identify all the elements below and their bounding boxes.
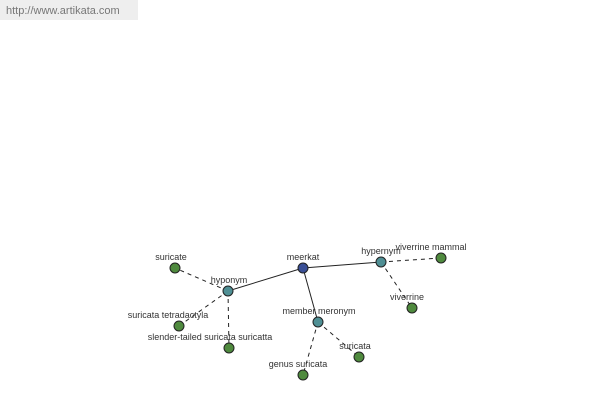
node-label: viverrine xyxy=(390,292,424,302)
edge xyxy=(302,261,382,269)
node-label: slender-tailed suricata suricatta xyxy=(148,332,273,342)
url[interactable]: http://www.artikata.com xyxy=(6,5,120,17)
node[interactable] xyxy=(406,302,418,314)
node[interactable] xyxy=(222,285,234,297)
node-label: suricata xyxy=(339,341,371,351)
edge xyxy=(227,290,230,349)
node[interactable] xyxy=(169,262,181,274)
node-label: member meronym xyxy=(282,306,355,316)
node-label: hyponym xyxy=(211,275,248,285)
url-box xyxy=(0,0,138,20)
edge xyxy=(302,321,319,376)
edge xyxy=(302,267,319,323)
node[interactable] xyxy=(312,316,324,328)
node[interactable] xyxy=(435,252,447,264)
node-label: suricate xyxy=(155,252,187,262)
node-label: suricata tetradactyla xyxy=(128,310,209,320)
node-label: hypernym xyxy=(361,246,401,256)
node[interactable] xyxy=(297,262,309,274)
edge xyxy=(227,267,304,292)
node[interactable] xyxy=(297,369,309,381)
edge xyxy=(178,290,229,327)
node-label: viverrine mammal xyxy=(395,242,466,252)
edge xyxy=(380,257,442,263)
node-label: meerkat xyxy=(287,252,320,262)
edge xyxy=(380,261,413,309)
node[interactable] xyxy=(223,342,235,354)
edge xyxy=(317,321,360,358)
edges xyxy=(174,257,442,376)
node[interactable] xyxy=(375,256,387,268)
edge xyxy=(174,267,229,292)
node[interactable] xyxy=(173,320,185,332)
node[interactable] xyxy=(353,351,365,363)
labels: meerkat hypernym viverrine mammal viverr… xyxy=(128,242,467,369)
nodes xyxy=(169,252,447,381)
node-label: genus suricata xyxy=(269,359,328,369)
